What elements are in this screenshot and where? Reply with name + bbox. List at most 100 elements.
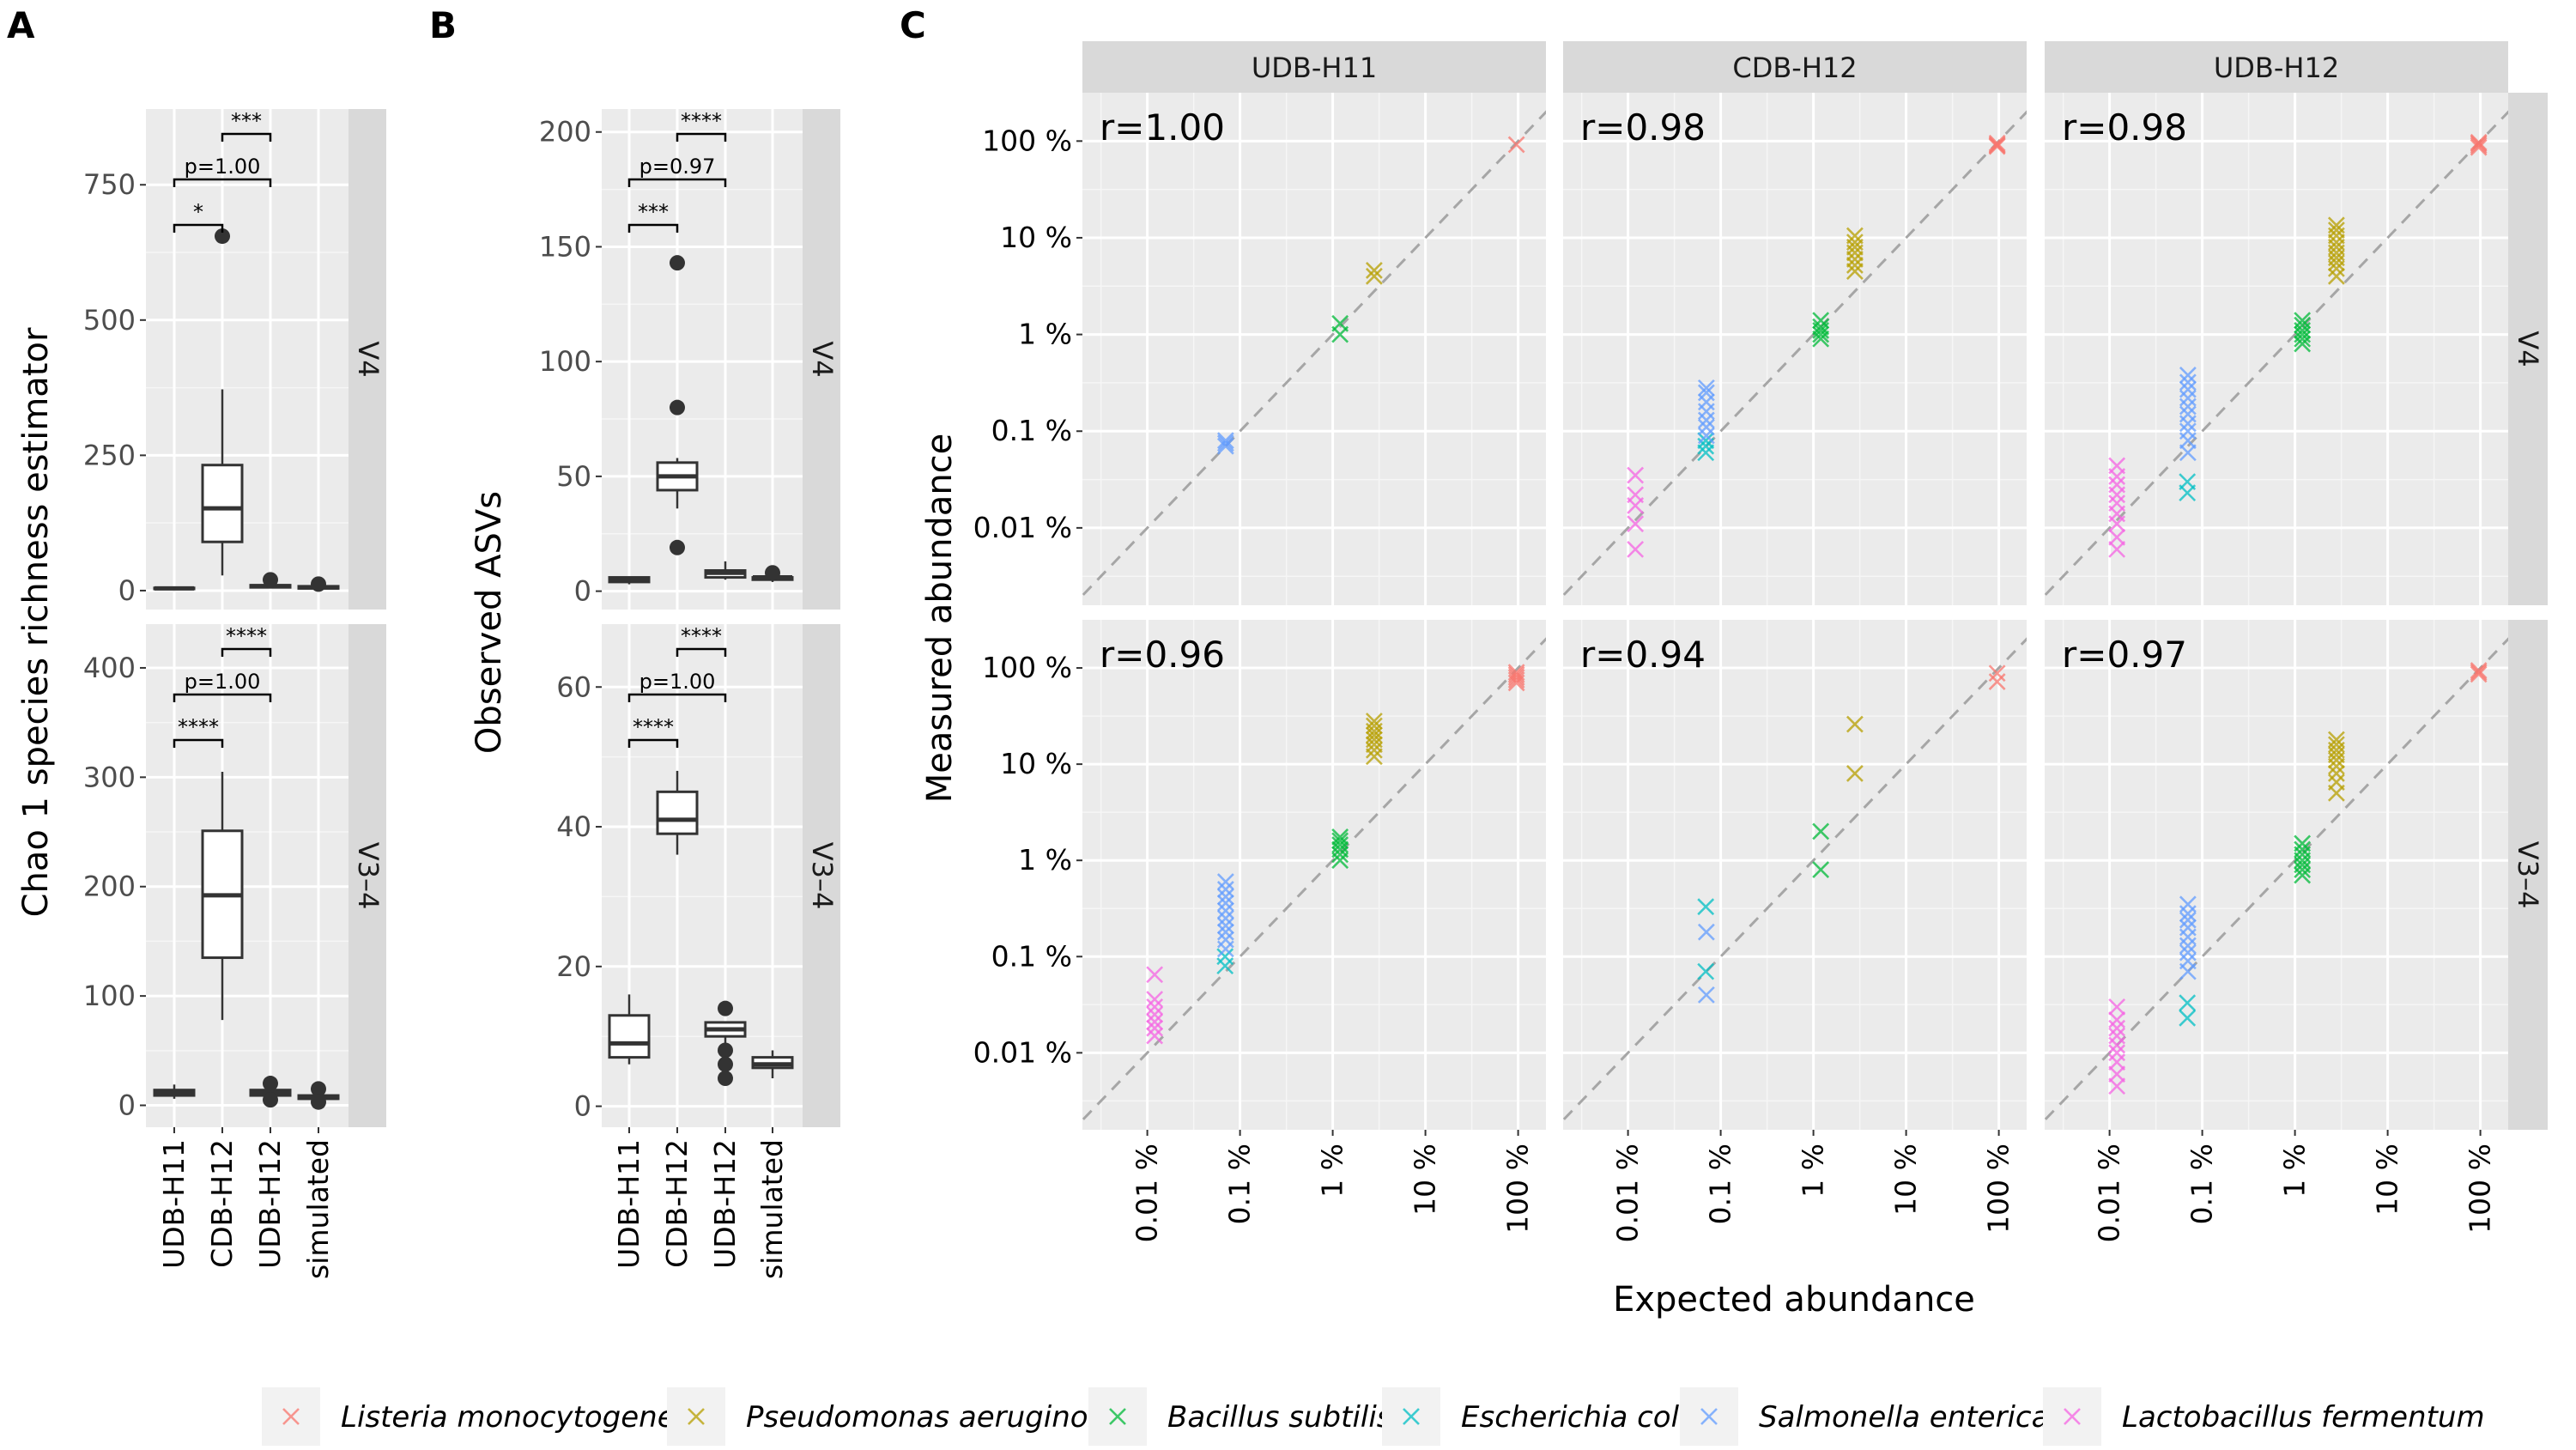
panel-c-point-marker — [1365, 713, 1383, 730]
panel-c-point-marker — [1216, 888, 1234, 906]
panel-c-identity-line — [1563, 637, 2027, 1122]
panel-c-point-marker — [1331, 836, 1349, 854]
panel-b-bracket — [627, 178, 727, 187]
panel-c-point-marker — [1988, 134, 2006, 152]
panel-b-y-tick-label: 50 — [556, 460, 591, 493]
panel-c-point-marker — [1216, 931, 1234, 949]
panel-b-significance-brackets: *** p=0.97 **** — [627, 109, 727, 233]
panel-c-column-strip — [1563, 41, 2027, 93]
panel-c-point-marker — [2294, 840, 2312, 858]
panel-a-strip — [349, 624, 386, 1127]
panel-b-outlier-point — [670, 399, 685, 416]
panel-c-point-marker — [2470, 665, 2488, 683]
legend-label: Salmonella enterica — [1759, 1400, 2049, 1435]
panel-c-point-marker — [2179, 422, 2197, 440]
panel-b-strip-label: V4 — [806, 341, 839, 377]
panel-c-correlation-label: r=0.97 — [2062, 634, 2187, 676]
panel-c-y-tick-label: 0.01 % — [973, 511, 1072, 544]
panel-b-bracket-label: p=0.97 — [639, 155, 716, 179]
panel-c-point-marker — [2179, 367, 2197, 384]
panel-c-x-tick-label: 1 % — [2278, 1144, 2312, 1198]
panel-b-outlier-point — [718, 1056, 733, 1072]
panel-c-point-marker — [1627, 540, 1645, 558]
panel-b-box-body — [656, 790, 699, 835]
panel-b-x-tick-label: UDB-H12 — [708, 1139, 742, 1269]
panel-c-y-tick-label: 0.01 % — [973, 1035, 1072, 1069]
panel-b-strip-label: V3–4 — [806, 842, 839, 910]
panel-a-outlier-point — [263, 1076, 278, 1092]
panel-c-point-marker — [1697, 444, 1715, 462]
panel-c-x-tick-label: 10 % — [1889, 1144, 1923, 1216]
panel-c-point-marker — [2108, 540, 2126, 558]
panel-c-point-marker — [1216, 434, 1234, 452]
panel-b-significance-brackets: **** p=1.00 **** — [627, 624, 727, 748]
panel-a-x-tick-label: UDB-H11 — [157, 1139, 191, 1269]
panel-c-point-marker — [1216, 895, 1234, 912]
panel-b-outlier-point — [718, 1042, 733, 1059]
legend-cross-icon — [688, 1408, 705, 1425]
panel-c-point-marker — [1846, 765, 1864, 782]
panel-a-box-simulated — [297, 1081, 340, 1110]
panel-c-point-marker — [2179, 380, 2197, 398]
panel-a-strip-label: V4 — [352, 341, 385, 377]
panel-b-outlier-point — [670, 539, 685, 555]
panel-c-panel-bg — [1082, 93, 1546, 605]
panel-a-bracket — [173, 223, 224, 233]
panel-c-points — [2108, 133, 2488, 558]
panel-b-x-tick-label: simulated — [755, 1139, 789, 1279]
panel-a-y-tick-label: 0 — [118, 1089, 136, 1122]
legend-entry: Listeria monocytogenes — [262, 1387, 690, 1446]
panel-c-facet-cdb-h12-v3-4: r=0.94 0.01 % 0.1 % 1 % 10 % 100 % — [1563, 620, 2027, 1242]
panel-a-y-tick-label: 300 — [83, 761, 136, 793]
panel-c-point-marker — [1216, 909, 1234, 927]
panel-c-point-marker — [1812, 318, 1830, 336]
panel-c-point-marker — [1697, 898, 1715, 916]
panel-c-point-marker — [2179, 911, 2197, 929]
panel-a-box-udb-h11 — [153, 585, 196, 591]
panel-c-point-marker — [1846, 227, 1864, 245]
panel-c-point-marker — [2179, 994, 2197, 1012]
panel-c-point-marker — [2108, 1065, 2126, 1083]
panel-a-box-simulated — [297, 576, 340, 592]
panel-c-point-marker — [2108, 494, 2126, 513]
panel-c-point-marker — [2179, 373, 2197, 391]
panel-a-box-cdb-h12 — [201, 771, 244, 1021]
panel-c-point-marker — [1846, 251, 1864, 268]
panel-c-point-marker — [1846, 715, 1864, 733]
panel-b-box-udb-h12 — [704, 561, 747, 580]
panel-c-point-marker — [1146, 966, 1164, 984]
panel-c-point-marker — [1507, 668, 1525, 686]
panel-c-point-marker — [2470, 662, 2488, 679]
panel-c-point-marker — [1216, 901, 1234, 919]
panel-c-point-marker — [1697, 986, 1715, 1004]
panel-c-point-marker — [1697, 379, 1715, 397]
panel-c-points — [1146, 664, 1525, 1045]
legend-label: Lactobacillus fermentum — [2122, 1400, 2485, 1435]
panel-c-xlabel: Expected abundance — [1613, 1280, 1975, 1320]
panel-a-strip-label: V3–4 — [352, 842, 385, 910]
panel-c-point-marker — [1812, 330, 1830, 348]
panel-c-point-marker — [1216, 881, 1234, 898]
panel-letter-c: C — [900, 4, 926, 46]
panel-a-outlier-point — [215, 228, 230, 245]
panel-c-ylabel: Measured abundance — [920, 434, 960, 804]
panel-a-panel-bg — [146, 624, 349, 1127]
panel-b-boxplots: Observed ASVs 050100150200V4***p=0.97***… — [470, 109, 840, 1279]
panel-c-point-marker — [1331, 832, 1349, 850]
panel-b-outlier-point — [765, 565, 780, 581]
panel-b-x-tick-label: UDB-H11 — [612, 1139, 646, 1269]
panel-c-point-marker — [1812, 822, 1830, 840]
panel-a-y-tick-label: 0 — [118, 574, 136, 607]
panel-a-outlier-point — [263, 1092, 278, 1108]
panel-a-ylabel: Chao 1 species richness estimator — [16, 327, 56, 917]
panel-c-point-marker — [1812, 312, 1830, 330]
panel-c-y-tick-label: 0.1 % — [991, 939, 1072, 973]
panel-c-point-marker — [2179, 389, 2197, 407]
panel-c-correlation-label: r=0.98 — [2062, 106, 2187, 149]
panel-c-point-marker — [2179, 1009, 2197, 1027]
panel-c-points — [1627, 134, 2006, 558]
panel-c-identity-line — [1082, 110, 1546, 598]
panel-c-point-marker — [2327, 774, 2345, 792]
panel-c-point-marker — [2327, 216, 2345, 234]
